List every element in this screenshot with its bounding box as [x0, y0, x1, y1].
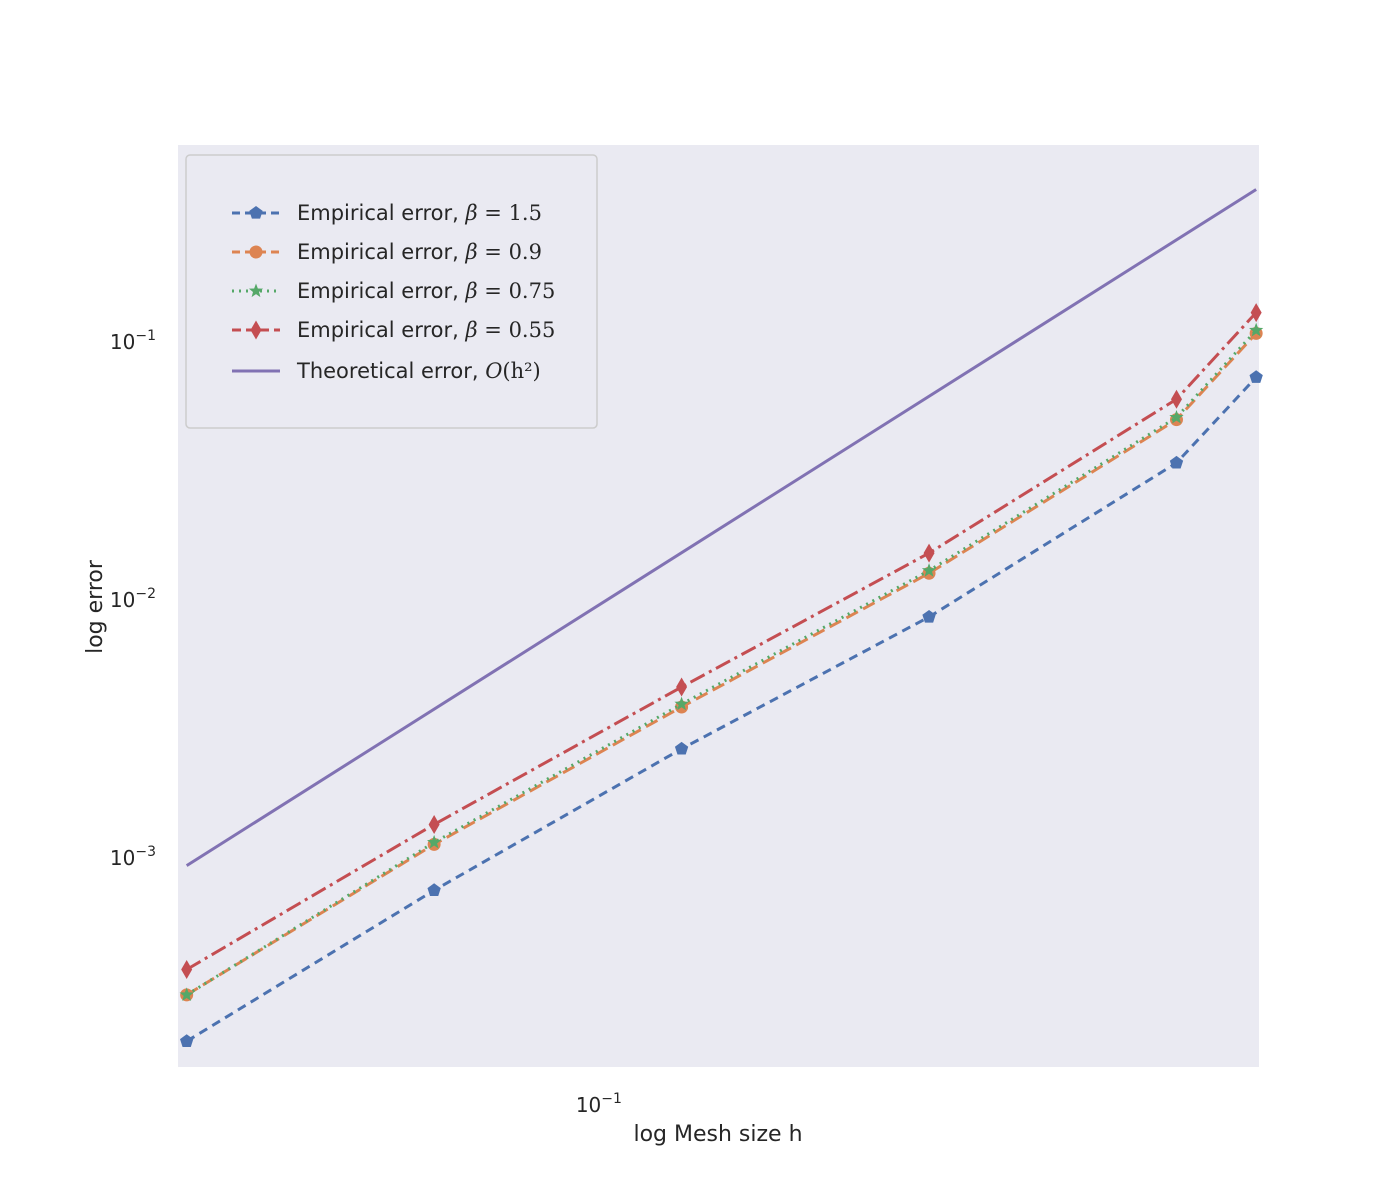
legend-label: Empirical error, β = 0.55 [297, 318, 555, 342]
data-point [1249, 322, 1264, 337]
y-tick-label: 10−3 [110, 844, 156, 870]
series-1 [180, 370, 1263, 1047]
legend-label: Empirical error, β = 0.75 [297, 279, 555, 303]
series-3 [179, 322, 1264, 1001]
data-point [674, 696, 689, 711]
series-4 [181, 303, 1262, 979]
x-axis-label: log Mesh size h [633, 1122, 802, 1147]
data-point [922, 609, 936, 623]
series-line [185, 332, 1258, 997]
legend-entry: Empirical error, β = 0.9 [232, 240, 542, 264]
legend-marker [249, 245, 263, 259]
series-line [185, 188, 1257, 867]
data-point [1250, 303, 1262, 323]
y-tick-label: 10−2 [110, 586, 156, 612]
tick-layer: 10−3 10−2 10−1 10−1 [110, 328, 622, 1117]
y-tick-label: 10−1 [110, 328, 156, 354]
legend-label: Empirical error, β = 0.9 [297, 240, 542, 264]
data-point [427, 883, 441, 896]
data-point [674, 741, 689, 755]
data-point [179, 987, 194, 1001]
data-point [428, 814, 440, 834]
series-line [185, 311, 1258, 971]
series-layer [179, 188, 1264, 1047]
legend-marker [249, 206, 263, 219]
legend-marker [250, 320, 262, 340]
series-5 [185, 188, 1257, 867]
legend-entry: Theoretical error, O(h²) [232, 359, 541, 383]
legend-entry: Empirical error, β = 1.5 [232, 201, 542, 225]
data-point [426, 834, 442, 849]
data-point [923, 543, 935, 563]
x-tick-label: 10−1 [576, 1091, 622, 1117]
data-point [180, 1034, 194, 1047]
legend-frame [185, 154, 598, 429]
legend-marker [248, 283, 264, 298]
data-point [181, 959, 193, 979]
y-axis-label: log error [83, 559, 108, 654]
data-point [1169, 455, 1184, 469]
data-point [1249, 370, 1263, 383]
series-line [185, 376, 1258, 1043]
data-point [921, 563, 937, 577]
data-point [1169, 409, 1184, 424]
data-point [676, 677, 688, 697]
legend-items: Empirical error, β = 1.5 Empirical error,… [232, 201, 555, 383]
legend-label: Theoretical error, O(h²) [296, 359, 541, 383]
series-line [185, 329, 1258, 997]
data-point [1170, 389, 1182, 409]
legend-entry: Empirical error, β = 0.55 [232, 318, 555, 342]
legend-entry: Empirical error, β = 0.75 [232, 279, 555, 303]
legend: Empirical error, β = 1.5 Empirical error,… [185, 154, 598, 429]
legend-label: Empirical error, β = 1.5 [297, 201, 542, 225]
